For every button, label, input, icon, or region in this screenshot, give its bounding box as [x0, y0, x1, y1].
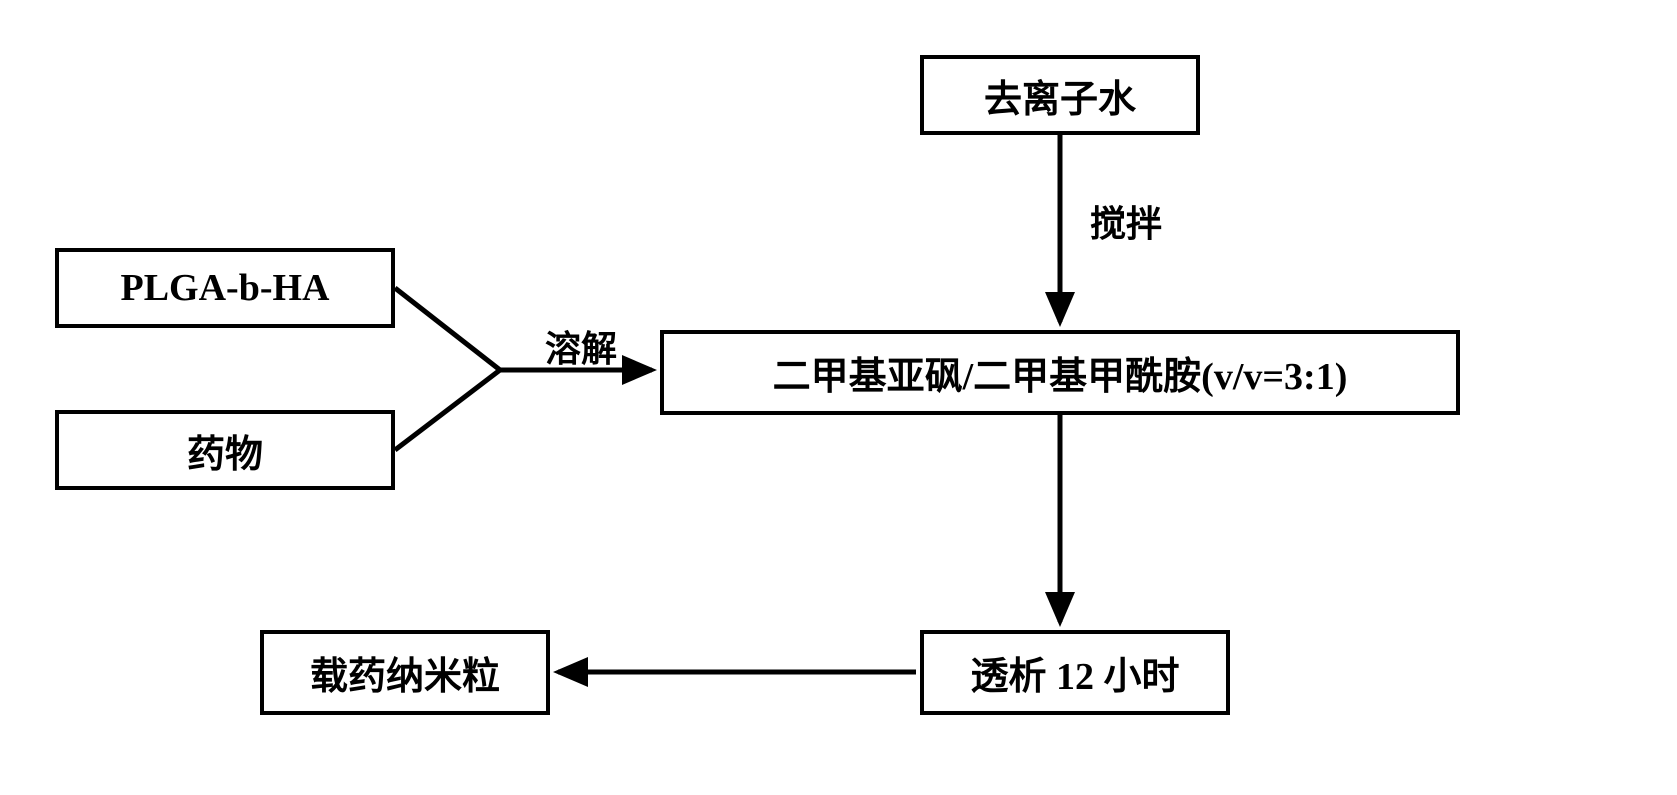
dissolve-text: 溶解 — [545, 329, 617, 369]
edge-label-stir: 搅拌 — [1090, 195, 1162, 247]
node-solvent-label: 二甲基亚砜/二甲基甲酰胺(v/v=3:1) — [773, 345, 1348, 400]
node-solvent: 二甲基亚砜/二甲基甲酰胺(v/v=3:1) — [660, 330, 1460, 415]
node-dialysis-label: 透析 12 小时 — [970, 645, 1179, 700]
node-drug-label: 药物 — [187, 423, 263, 478]
stir-text: 搅拌 — [1090, 204, 1162, 244]
node-product: 载药纳米粒 — [260, 630, 550, 715]
edge-label-dissolve: 溶解 — [545, 320, 617, 372]
node-water: 去离子水 — [920, 55, 1200, 135]
node-water-label: 去离子水 — [984, 68, 1136, 123]
node-dialysis: 透析 12 小时 — [920, 630, 1230, 715]
node-plga-label: PLGA-b-HA — [121, 266, 330, 310]
edge-drug-merge — [395, 370, 500, 450]
edge-plga-merge — [395, 288, 500, 370]
node-plga: PLGA-b-HA — [55, 248, 395, 328]
node-drug: 药物 — [55, 410, 395, 490]
node-product-label: 载药纳米粒 — [310, 645, 500, 700]
